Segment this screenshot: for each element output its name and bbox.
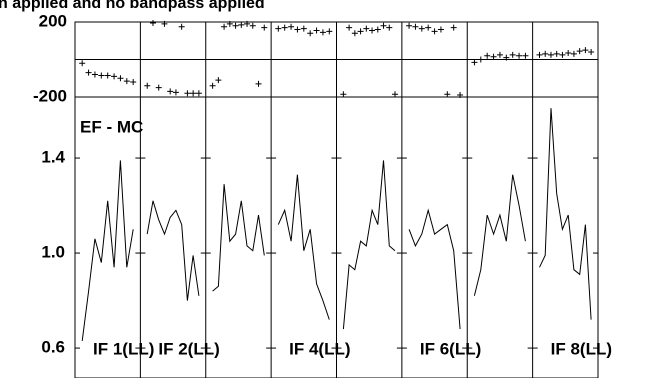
- y-tick-label: 1.4: [41, 148, 65, 167]
- panel-label: IF 8(LL): [551, 339, 612, 358]
- phase-point: [363, 25, 370, 32]
- phase-point: [209, 82, 216, 89]
- phase-point: [509, 51, 516, 58]
- amplitude-line: [342, 160, 396, 330]
- phase-point: [249, 22, 256, 29]
- phase-point: [215, 77, 222, 84]
- phase-point: [294, 26, 301, 33]
- chart-title: n applied and no bandpass applied: [0, 0, 265, 12]
- phase-point: [503, 54, 510, 61]
- phase-point: [104, 72, 111, 79]
- phase-point: [244, 20, 251, 27]
- phase-point: [444, 91, 451, 98]
- phase-point: [471, 59, 478, 66]
- phase-point: [79, 60, 86, 67]
- phase-point: [351, 30, 358, 37]
- phase-point: [374, 26, 381, 33]
- phase-point: [111, 73, 118, 80]
- phase-point: [195, 90, 202, 97]
- phase-point: [226, 20, 233, 27]
- phase-point: [490, 53, 497, 60]
- phase-point: [281, 24, 288, 31]
- phase-point: [386, 24, 393, 31]
- phase-point: [300, 25, 307, 32]
- phase-point: [178, 23, 185, 30]
- phase-point: [130, 79, 137, 85]
- phase-point: [117, 75, 124, 82]
- amplitude-line: [473, 174, 526, 296]
- amplitude-line: [146, 200, 200, 301]
- phase-point: [149, 20, 156, 26]
- phase-point: [319, 29, 326, 36]
- phase-point: [536, 51, 543, 58]
- phase-point: [155, 84, 162, 91]
- phase-point: [576, 48, 583, 55]
- phase-point: [221, 23, 228, 30]
- phase-point: [412, 23, 419, 30]
- phase-point: [457, 92, 464, 98]
- phase-point: [450, 24, 457, 31]
- phase-point: [91, 71, 98, 78]
- phase-point: [570, 50, 577, 57]
- phase-point: [565, 49, 572, 56]
- panel-label: IF 2(LL): [158, 339, 219, 358]
- y-tick-label: 200: [39, 11, 67, 30]
- phase-point: [313, 27, 320, 34]
- panel-label: IF 6(LL): [420, 339, 481, 358]
- phase-point: [172, 89, 179, 96]
- phase-point: [238, 21, 245, 28]
- phase-point: [307, 30, 314, 37]
- phase-point: [255, 80, 262, 87]
- phase-point: [418, 25, 425, 32]
- phase-point: [167, 88, 174, 95]
- amplitude-line: [277, 174, 330, 320]
- phase-point: [437, 26, 444, 33]
- amplitude-line: [408, 208, 461, 330]
- phase-point: [406, 22, 413, 29]
- phase-point: [380, 22, 387, 29]
- phase-point: [340, 91, 347, 98]
- amplitude-line: [539, 108, 592, 320]
- phase-point: [477, 56, 484, 63]
- phase-point: [553, 50, 560, 57]
- phase-point: [326, 28, 333, 35]
- phase-point: [582, 47, 589, 54]
- phase-point: [357, 28, 364, 35]
- phase-point: [261, 24, 268, 31]
- phase-point: [392, 91, 399, 98]
- phase-point: [161, 20, 168, 27]
- phase-point: [232, 22, 239, 29]
- y-tick-label: 0.6: [41, 338, 65, 357]
- phase-point: [431, 28, 438, 35]
- phase-point: [522, 52, 529, 59]
- phase-point: [425, 24, 432, 31]
- panel-label: IF 1(LL): [93, 339, 154, 358]
- phase-point: [547, 51, 554, 58]
- y-tick-label: 1.0: [41, 243, 65, 262]
- phase-point: [516, 52, 523, 59]
- phase-point: [184, 90, 191, 97]
- y-tick-label: -200: [33, 86, 67, 105]
- annotation: EF - MC: [80, 117, 143, 136]
- phase-point: [275, 25, 282, 32]
- phase-point: [542, 50, 549, 57]
- amplitude-line: [81, 160, 134, 341]
- phase-point: [346, 24, 353, 31]
- phase-point: [288, 23, 295, 30]
- phase-point: [190, 90, 197, 97]
- phase-point: [484, 52, 491, 59]
- phase-point: [559, 51, 566, 58]
- phase-point: [496, 51, 503, 58]
- phase-point: [369, 27, 376, 34]
- phase-point: [123, 78, 130, 85]
- amplitude-line: [212, 184, 265, 292]
- phase-point: [144, 82, 151, 89]
- panel-label: IF 4(LL): [289, 339, 350, 358]
- phase-point: [588, 49, 595, 55]
- phase-point: [85, 69, 92, 76]
- phase-point: [98, 72, 105, 79]
